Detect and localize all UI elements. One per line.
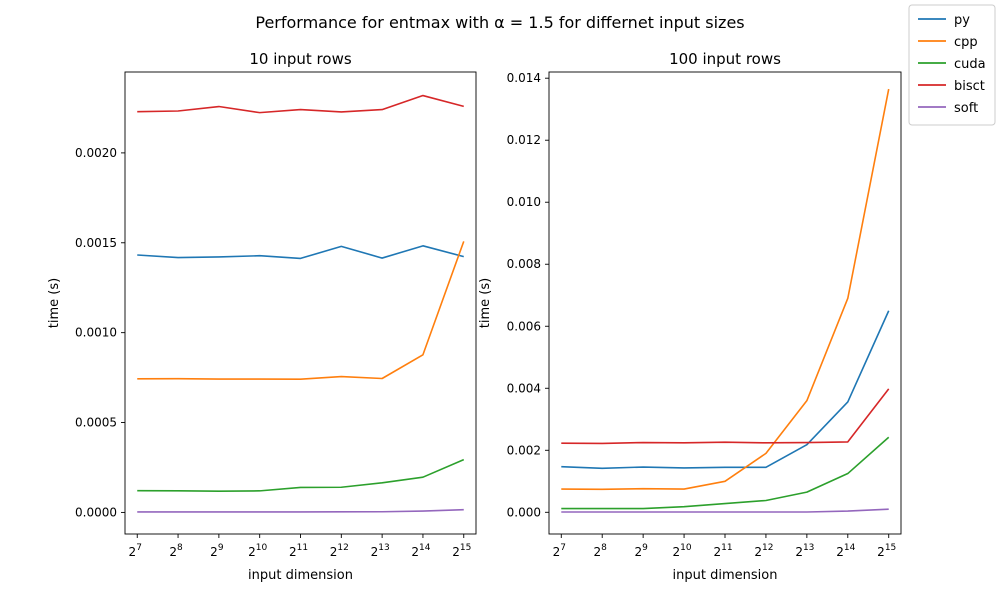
- x-tick-label: 210: [248, 543, 267, 559]
- y-tick-label: 0.008: [507, 257, 541, 271]
- x-tick-label: 212: [754, 543, 773, 559]
- series-line-cuda: [137, 458, 465, 493]
- y-tick-label: 0.0010: [75, 326, 117, 340]
- x-tick-label: 29: [634, 543, 648, 559]
- y-tick-label: 0.0000: [75, 505, 117, 519]
- series-line-cpp: [137, 241, 465, 381]
- y-tick-label: 0.014: [507, 71, 541, 85]
- subplots: 10 input rows 27 28 29 210 211 212 213 214 215 0.0…: [47, 50, 902, 583]
- y-tick-label: 0.006: [507, 319, 541, 333]
- legend-label-bisct: bisct: [954, 79, 985, 94]
- subplot-title: 100 input rows: [669, 50, 781, 68]
- x-tick-label: 212: [330, 543, 349, 559]
- x-tick-label: 27: [129, 543, 142, 559]
- x-tick-label: 211: [713, 543, 732, 559]
- series-line-bisct: [561, 388, 890, 445]
- axes-frame: [124, 71, 477, 535]
- y-tick-label: 0.010: [507, 195, 541, 209]
- x-tick-label: 210: [673, 543, 692, 559]
- y-tick-label: 0.0005: [75, 416, 117, 430]
- y-tick-label: 0.012: [507, 133, 541, 147]
- legend-box: [908, 4, 996, 126]
- subplot-1: 10 input rows 27 28 29 210 211 212 213 214 215 0.0…: [47, 50, 477, 583]
- series-line-py: [137, 245, 464, 260]
- x-axis-label: input dimension: [248, 568, 353, 583]
- legend-label-py: py: [954, 13, 970, 28]
- subplot-2: 100 input rows 27 28 29 210 211 212 213 214 215 0.…: [478, 50, 902, 583]
- y-axis-label: time (s): [47, 278, 62, 328]
- legend-label-cpp: cpp: [954, 35, 978, 50]
- series-line-cuda: [561, 436, 890, 510]
- subplot-title: 10 input rows: [249, 50, 351, 68]
- x-tick-label: 27: [553, 543, 566, 559]
- x-tick-label: 28: [169, 543, 183, 559]
- series-line-bisct: [137, 94, 464, 114]
- x-tick-label: 29: [210, 543, 224, 559]
- x-tick-label: 215: [452, 543, 471, 559]
- y-tick-label: 0.002: [507, 443, 541, 457]
- y-tick-label: 0.0015: [75, 236, 117, 250]
- legend-label-cuda: cuda: [954, 57, 986, 72]
- series-line-soft: [137, 508, 464, 513]
- legend: py cpp cuda bisct soft: [908, 4, 996, 126]
- series-line-soft: [561, 508, 889, 513]
- y-tick-label: 0.004: [507, 381, 541, 395]
- y-tick-label: 0.000: [507, 505, 541, 519]
- x-tick-label: 214: [836, 543, 855, 559]
- x-tick-label: 28: [594, 543, 608, 559]
- x-tick-label: 214: [411, 543, 430, 559]
- y-tick-label: 0.0020: [75, 146, 117, 160]
- series-line-py: [561, 310, 890, 470]
- series-line-cpp: [561, 88, 890, 491]
- x-tick-label: 215: [877, 543, 896, 559]
- x-tick-label: 213: [795, 543, 814, 559]
- y-axis-label: time (s): [478, 278, 493, 328]
- x-axis-label: input dimension: [673, 568, 778, 583]
- legend-label-soft: soft: [954, 101, 978, 116]
- figure-title: Performance for entmax with α = 1.5 for …: [255, 13, 744, 32]
- axes-frame: [548, 71, 902, 535]
- x-tick-label: 213: [371, 543, 390, 559]
- x-tick-label: 211: [289, 543, 308, 559]
